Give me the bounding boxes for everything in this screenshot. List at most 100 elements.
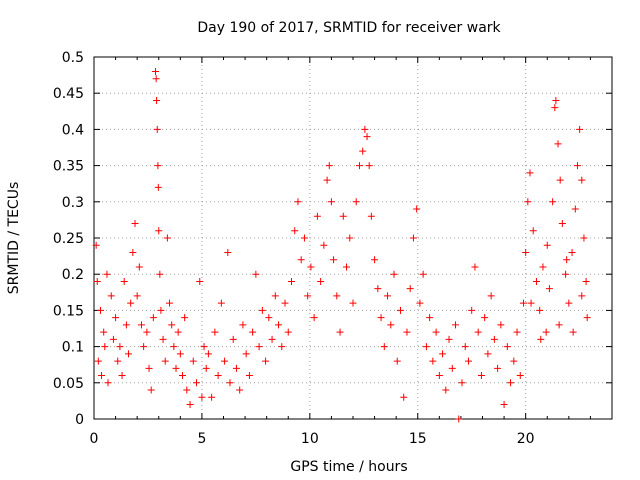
data-point — [527, 299, 535, 307]
data-point — [178, 372, 186, 380]
x-tick-label: 0 — [90, 431, 99, 447]
data-point — [297, 256, 305, 264]
data-point — [327, 198, 335, 206]
y-tick-label: 0.5 — [62, 50, 84, 66]
data-point — [524, 198, 532, 206]
data-point — [387, 321, 395, 329]
data-point — [163, 234, 171, 242]
y-tick-label: 0.3 — [62, 195, 84, 211]
data-point — [363, 133, 371, 141]
data-point — [208, 393, 216, 401]
data-point — [545, 285, 553, 293]
data-point — [101, 343, 109, 351]
data-point — [333, 292, 341, 300]
data-point — [120, 277, 128, 285]
y-tick-labels: 0 0.05 0.1 0.15 0.2 0.25 0.3 0.35 0.4 0.45 0.5 — [53, 50, 84, 428]
grid — [94, 57, 612, 419]
data-point — [176, 350, 184, 358]
data-point — [543, 241, 551, 249]
data-point — [287, 277, 295, 285]
data-point — [426, 314, 434, 322]
data-point — [294, 198, 302, 206]
data-point — [365, 162, 373, 170]
x-tick-labels: 0 5 10 15 20 — [90, 431, 535, 447]
data-point — [100, 328, 108, 336]
data-point — [435, 372, 443, 380]
data-point — [153, 96, 161, 104]
data-points — [92, 67, 591, 423]
data-point — [477, 372, 485, 380]
y-tick-label: 0.45 — [53, 86, 84, 102]
data-point — [174, 328, 182, 336]
data-point — [200, 343, 208, 351]
data-point — [154, 183, 162, 191]
data-point — [582, 277, 590, 285]
chart-title: Day 190 of 2017, SRMTID for receiver war… — [197, 20, 501, 36]
data-point — [568, 248, 576, 256]
data-point — [558, 220, 566, 228]
y-tick-label: 0.35 — [53, 159, 84, 175]
data-point — [556, 176, 564, 184]
data-point — [522, 248, 530, 256]
data-point — [429, 357, 437, 365]
data-point — [549, 198, 557, 206]
data-point — [307, 263, 315, 271]
data-point — [374, 285, 382, 293]
data-point — [510, 357, 518, 365]
data-point — [135, 263, 143, 271]
data-point — [583, 314, 591, 322]
data-point — [520, 299, 528, 307]
data-point — [125, 350, 133, 358]
data-point — [416, 299, 424, 307]
data-point — [439, 350, 447, 358]
data-point — [196, 277, 204, 285]
data-point — [464, 357, 472, 365]
data-point — [109, 335, 117, 343]
data-point — [98, 372, 106, 380]
data-point — [154, 162, 162, 170]
data-point — [330, 256, 338, 264]
data-point — [133, 292, 141, 300]
data-point — [224, 248, 232, 256]
data-point — [565, 299, 573, 307]
y-tick-label: 0.4 — [62, 122, 84, 138]
y-tick-label: 0.2 — [62, 267, 84, 283]
data-point — [474, 328, 482, 336]
data-point — [96, 306, 104, 314]
data-point — [552, 96, 560, 104]
data-point — [255, 343, 263, 351]
data-point — [239, 321, 247, 329]
data-point — [157, 306, 165, 314]
data-point — [422, 343, 430, 351]
data-point — [448, 364, 456, 372]
data-point — [537, 335, 545, 343]
data-point — [189, 357, 197, 365]
data-point — [487, 292, 495, 300]
data-point — [346, 234, 354, 242]
data-point — [461, 343, 469, 351]
data-point — [471, 263, 479, 271]
x-tick-label: 10 — [301, 431, 319, 447]
data-point — [155, 227, 163, 235]
data-point — [271, 292, 279, 300]
data-point — [112, 314, 120, 322]
data-point — [573, 162, 581, 170]
data-point — [149, 314, 157, 322]
data-point — [442, 386, 450, 394]
data-point — [317, 277, 325, 285]
y-tick-label: 0.05 — [53, 376, 84, 392]
data-point — [406, 285, 414, 293]
data-point — [122, 321, 130, 329]
data-point — [172, 364, 180, 372]
data-point — [268, 335, 276, 343]
data-point — [170, 343, 178, 351]
data-point — [127, 299, 135, 307]
data-point — [143, 328, 151, 336]
data-point — [229, 335, 237, 343]
data-point — [226, 379, 234, 387]
data-point — [291, 227, 299, 235]
data-point — [484, 350, 492, 358]
data-point — [325, 162, 333, 170]
data-point — [419, 270, 427, 278]
data-point — [211, 328, 219, 336]
